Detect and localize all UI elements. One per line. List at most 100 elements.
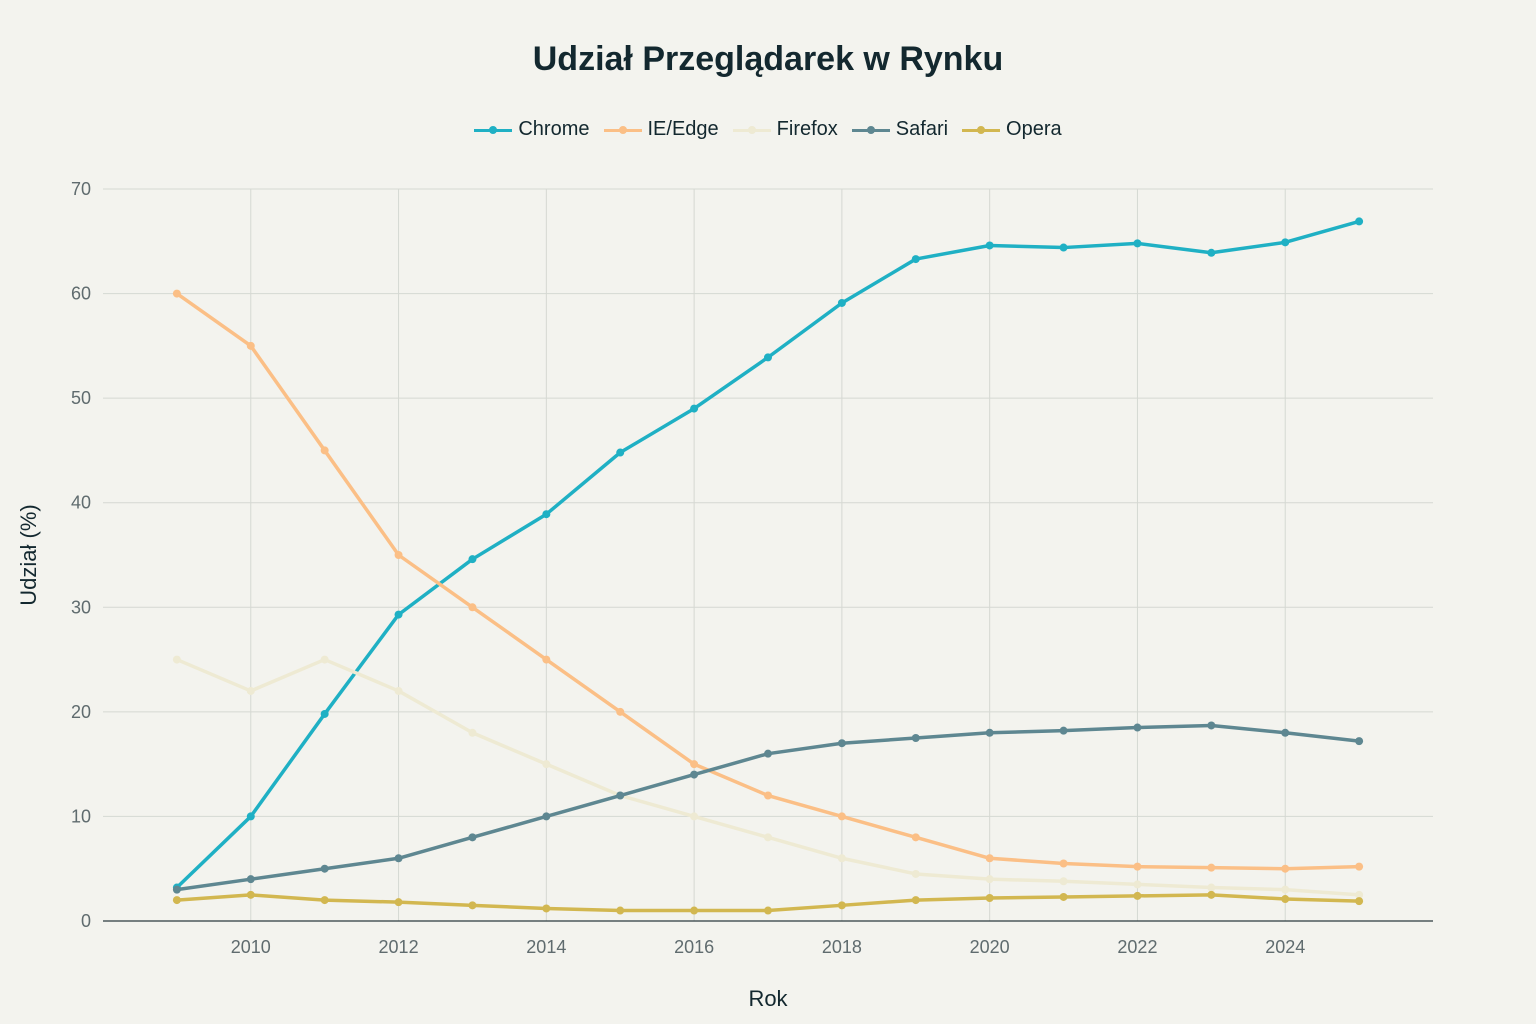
- data-point: [542, 812, 551, 821]
- chart-series: [172, 217, 1364, 915]
- data-point: [911, 255, 920, 264]
- data-point: [468, 555, 477, 564]
- data-point: [616, 791, 625, 800]
- legend-item[interactable]: Safari: [851, 118, 949, 141]
- series-opera: [172, 890, 1364, 915]
- data-point: [1207, 248, 1216, 257]
- data-point: [690, 906, 699, 915]
- data-point: [172, 896, 181, 905]
- data-point: [320, 446, 329, 455]
- data-point: [1281, 864, 1290, 873]
- data-point: [837, 901, 846, 910]
- data-point: [320, 864, 329, 873]
- legend-item[interactable]: IE/Edge: [603, 118, 719, 141]
- data-point: [616, 707, 625, 716]
- data-point: [616, 448, 625, 457]
- data-point: [246, 686, 255, 695]
- y-tick-label: 40: [71, 493, 91, 513]
- data-point: [1281, 728, 1290, 737]
- legend-swatch-icon: [603, 123, 642, 137]
- data-point: [1059, 726, 1068, 735]
- data-point: [690, 770, 699, 779]
- series-ie-edge: [172, 289, 1364, 873]
- data-point: [764, 791, 772, 800]
- legend-label: Opera: [1006, 118, 1062, 140]
- x-axis-label: Rok: [748, 986, 788, 1011]
- data-point: [764, 353, 772, 362]
- data-point: [468, 728, 477, 737]
- chart-axes: 0 10 20 30 40 50 60 70 2010 2012 2014 2016 2018 2020 2…: [71, 179, 1433, 957]
- data-point: [1281, 885, 1290, 894]
- data-point: [468, 833, 477, 842]
- data-point: [394, 551, 403, 559]
- legend-item[interactable]: Chrome: [474, 118, 590, 141]
- data-point: [911, 896, 920, 905]
- series-line: [175, 291, 1361, 871]
- y-tick-label: 50: [71, 388, 91, 408]
- data-point: [542, 655, 551, 664]
- data-point: [837, 739, 846, 748]
- data-point: [985, 241, 994, 250]
- data-point: [1133, 723, 1142, 732]
- data-point: [690, 812, 699, 821]
- data-point: [246, 341, 255, 350]
- data-point: [172, 289, 181, 298]
- data-point: [1207, 883, 1216, 892]
- series-line: [175, 657, 1361, 897]
- series-line: [175, 219, 1361, 890]
- data-point: [1133, 239, 1142, 248]
- y-tick-label: 0: [81, 911, 91, 931]
- legend-label: Chrome: [518, 118, 590, 140]
- y-tick-label: 70: [71, 179, 91, 199]
- x-tick-label: 2010: [231, 937, 271, 957]
- data-point: [246, 890, 255, 899]
- data-point: [1207, 721, 1216, 730]
- legend-item[interactable]: Opera: [962, 118, 1062, 141]
- data-point: [764, 906, 772, 915]
- legend-swatch-icon: [732, 123, 771, 137]
- data-point: [1355, 737, 1364, 746]
- data-point: [1133, 891, 1142, 900]
- data-point: [1355, 897, 1364, 906]
- data-point: [320, 709, 329, 718]
- data-point: [320, 896, 329, 905]
- data-point: [1355, 862, 1364, 871]
- series-firefox: [172, 655, 1364, 899]
- data-point: [468, 603, 477, 612]
- data-point: [1133, 862, 1142, 871]
- data-point: [764, 749, 772, 758]
- data-point: [542, 904, 551, 913]
- data-point: [837, 854, 846, 863]
- data-point: [764, 833, 772, 842]
- data-point: [1355, 217, 1364, 226]
- data-point: [394, 898, 403, 907]
- x-tick-label: 2018: [822, 937, 862, 957]
- data-point: [172, 655, 181, 664]
- data-point: [542, 510, 551, 519]
- data-point: [1281, 895, 1290, 904]
- x-tick-label: 2014: [526, 937, 566, 957]
- chart-legend: Chrome IE/Edge Firefox Safari Opera: [0, 118, 1536, 141]
- data-point: [1207, 890, 1216, 899]
- data-point: [1133, 880, 1142, 889]
- x-tick-label: 2024: [1265, 937, 1305, 957]
- y-tick-label: 30: [71, 597, 91, 617]
- legend-label: IE/Edge: [647, 118, 719, 140]
- data-point: [394, 686, 403, 695]
- data-point: [690, 760, 699, 769]
- legend-item[interactable]: Firefox: [732, 118, 838, 141]
- data-point: [616, 906, 625, 915]
- data-point: [394, 610, 403, 619]
- data-point: [985, 893, 994, 902]
- legend-label: Firefox: [776, 118, 838, 140]
- series-safari: [172, 721, 1364, 894]
- data-point: [985, 728, 994, 737]
- data-point: [911, 734, 920, 742]
- legend-label: Safari: [895, 118, 949, 140]
- data-point: [246, 812, 255, 821]
- data-point: [246, 875, 255, 884]
- data-point: [837, 812, 846, 821]
- data-point: [320, 655, 329, 664]
- x-tick-label: 2016: [674, 937, 714, 957]
